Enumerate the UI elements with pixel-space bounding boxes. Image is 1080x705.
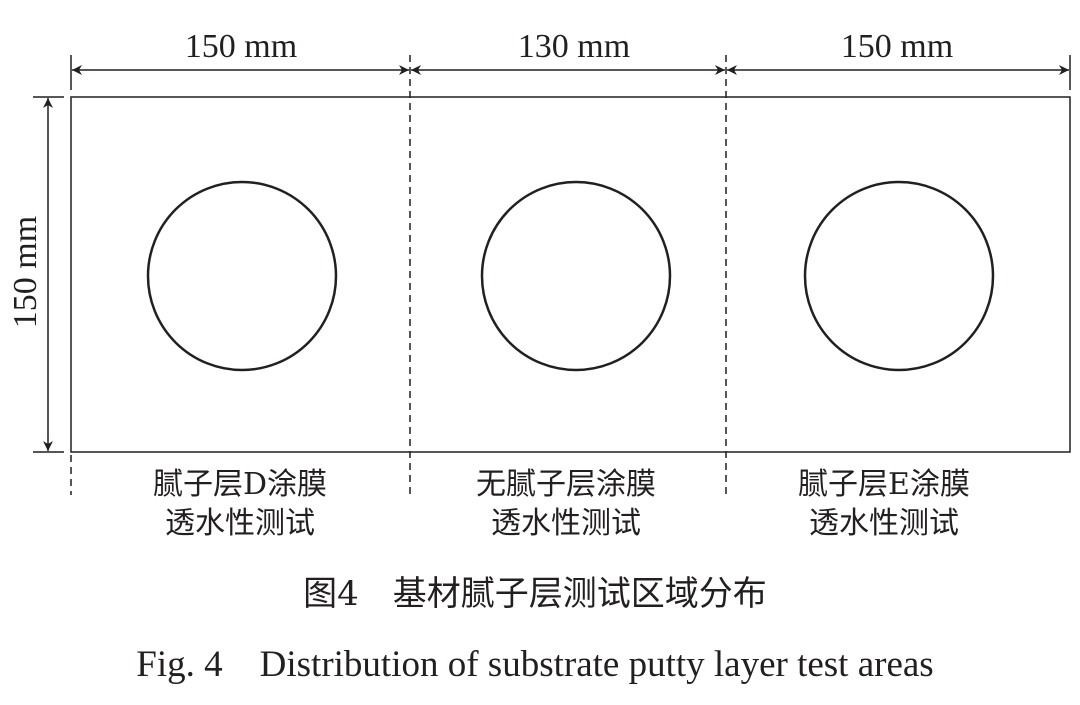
region-label-e-line1: 腻子层E涂膜 xyxy=(798,467,970,502)
test-circle-e xyxy=(803,180,995,372)
region-label-d-line1: 腻子层D涂膜 xyxy=(153,467,327,502)
substrate-outline xyxy=(70,96,1071,453)
dim-label-right: 150 mm xyxy=(841,28,953,65)
region-label-none-line2: 透水性测试 xyxy=(491,506,641,541)
dim-label-middle: 130 mm xyxy=(518,28,630,65)
caption-cn: 图4 基材腻子层测试区域分布 xyxy=(303,574,767,614)
region-label-none-line1: 无腻子层涂膜 xyxy=(476,467,656,502)
test-circle-d xyxy=(146,180,338,372)
region-label-e-line2: 透水性测试 xyxy=(809,506,959,541)
caption-en: Fig. 4 Distribution of substrate putty l… xyxy=(136,644,933,685)
region-label-d-line2: 透水性测试 xyxy=(165,506,315,541)
dim-label-left: 150 mm xyxy=(185,28,297,65)
test-circle-none xyxy=(480,180,672,372)
dim-label-height: 150 mm xyxy=(7,216,44,328)
